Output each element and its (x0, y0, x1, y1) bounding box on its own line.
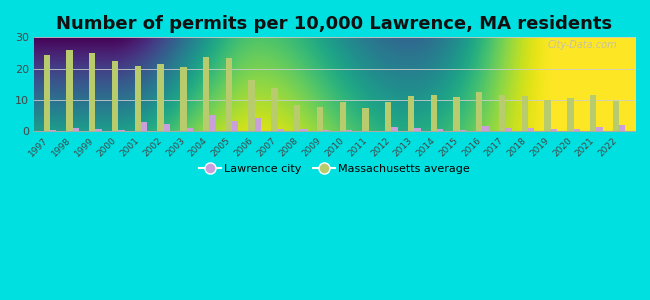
Bar (317, 107, 323, 131)
Bar (300, 129, 307, 131)
Text: City-Data.com: City-Data.com (547, 40, 617, 50)
Bar (613, 101, 619, 131)
Bar (271, 88, 278, 131)
Bar (157, 64, 164, 131)
Bar (545, 100, 551, 131)
Bar (141, 122, 148, 131)
Bar (248, 80, 255, 131)
Bar (385, 102, 391, 131)
Bar (44, 55, 50, 131)
Bar (209, 115, 216, 131)
Bar (453, 98, 460, 131)
Bar (203, 57, 209, 131)
Legend: Lawrence city, Massachusetts average: Lawrence city, Massachusetts average (194, 159, 474, 178)
Bar (66, 50, 73, 131)
Bar (460, 130, 466, 131)
Bar (50, 130, 57, 131)
Bar (96, 129, 102, 131)
Bar (414, 128, 421, 131)
Bar (164, 124, 170, 131)
Bar (362, 108, 369, 131)
Bar (294, 105, 300, 131)
Bar (522, 96, 528, 131)
Bar (278, 129, 284, 131)
Bar (180, 67, 187, 131)
Bar (339, 102, 346, 131)
Bar (187, 128, 193, 131)
Bar (482, 126, 489, 131)
Bar (437, 129, 443, 131)
Bar (596, 127, 603, 131)
Bar (476, 92, 482, 131)
Bar (232, 121, 239, 131)
Bar (551, 129, 557, 131)
Bar (430, 95, 437, 131)
Bar (408, 96, 414, 131)
Bar (323, 130, 330, 131)
Bar (255, 118, 261, 131)
Bar (505, 128, 512, 131)
Bar (391, 128, 398, 131)
Bar (573, 129, 580, 131)
Bar (226, 58, 232, 131)
Bar (73, 128, 79, 131)
Bar (528, 128, 534, 131)
Bar (118, 130, 125, 131)
Bar (112, 61, 118, 131)
Title: Number of permits per 10,000 Lawrence, MA residents: Number of permits per 10,000 Lawrence, M… (57, 15, 612, 33)
Bar (135, 66, 141, 131)
Bar (619, 125, 625, 131)
Bar (567, 98, 573, 131)
Bar (590, 95, 596, 131)
Bar (89, 53, 96, 131)
Bar (499, 95, 505, 131)
Bar (346, 130, 352, 131)
